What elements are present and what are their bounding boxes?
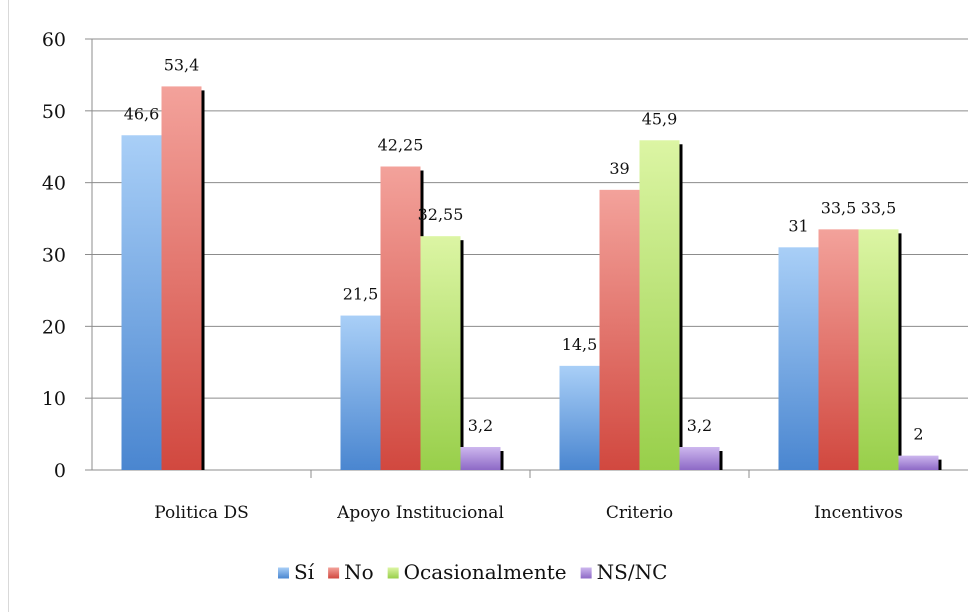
data-label: 2	[913, 425, 923, 444]
y-tick-label: 20	[42, 316, 66, 338]
bar	[380, 166, 421, 471]
data-label: 33,5	[821, 198, 857, 217]
bars	[121, 86, 942, 471]
category-label: Apoyo Institucional	[336, 503, 504, 523]
bar	[420, 236, 461, 470]
legend-label: Sí	[294, 560, 315, 584]
legend: Sí No Ocasionalmente NS/NC	[278, 560, 667, 584]
bar	[340, 315, 381, 470]
data-label: 3,2	[468, 416, 493, 435]
bar	[679, 447, 720, 470]
data-label: 42,25	[378, 136, 424, 155]
legend-swatch	[387, 567, 399, 579]
y-tick-label: 0	[54, 460, 66, 482]
axes: 0 10 20 30 40 50 60 Politica DS Apoyo Institucio…	[42, 29, 968, 523]
bar	[559, 365, 600, 470]
legend-swatch	[278, 567, 289, 579]
data-label: 31	[788, 216, 808, 235]
legend-swatch	[328, 567, 340, 579]
legend-label: No	[344, 560, 374, 584]
bar	[121, 135, 162, 471]
data-label: 46,6	[124, 104, 160, 123]
y-tick-label: 40	[42, 173, 66, 195]
left-border-line	[8, 0, 9, 612]
category-label: Politica DS	[154, 503, 248, 523]
bar	[818, 229, 859, 470]
data-label: 33,5	[861, 198, 897, 217]
category-label: Incentivos	[814, 503, 903, 523]
data-label: 53,4	[164, 55, 200, 74]
data-label: 3,2	[687, 416, 712, 435]
data-label: 21,5	[343, 285, 379, 304]
y-tick-label: 60	[42, 29, 66, 51]
bar	[778, 247, 819, 470]
bar	[898, 455, 939, 470]
legend-swatch	[580, 567, 592, 579]
bar	[639, 140, 680, 470]
data-label: 39	[609, 159, 629, 178]
y-tick-label: 30	[42, 245, 66, 267]
bar	[460, 447, 501, 470]
data-label: 32,55	[418, 205, 464, 224]
legend-label: NS/NC	[597, 560, 668, 584]
legend-label: Ocasionalmente	[404, 560, 567, 584]
y-tick-label: 50	[42, 101, 66, 123]
bar	[858, 229, 899, 470]
data-label: 14,5	[562, 335, 598, 354]
data-labels: 46,6 53,4 21,5 42,25 32,55 3,2 14,5 39 45,9 3,2 31…	[124, 55, 924, 443]
data-label: 45,9	[642, 109, 678, 128]
bar	[599, 189, 640, 470]
category-label: Criterio	[606, 503, 673, 523]
y-tick-label: 10	[42, 388, 66, 410]
bar	[161, 86, 202, 470]
